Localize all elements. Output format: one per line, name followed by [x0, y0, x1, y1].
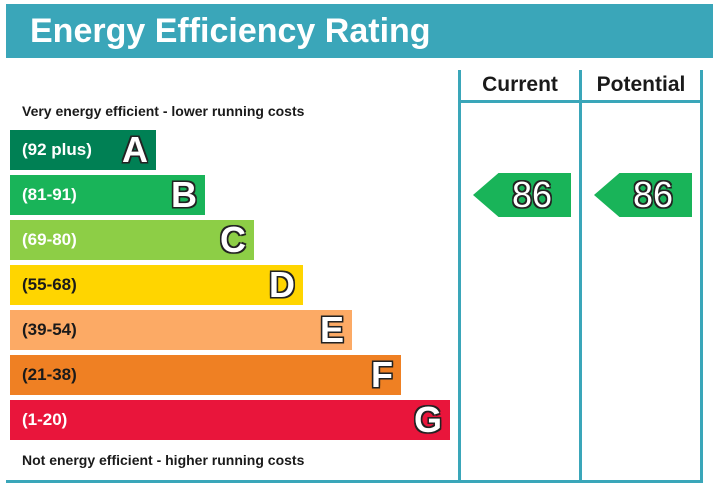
- potential-rating-value: 86: [632, 174, 674, 215]
- current-column-header: Current: [482, 73, 558, 96]
- potential-column-header: Potential: [596, 73, 686, 96]
- band-g-range: (1-20): [22, 410, 68, 429]
- band-b-letter: B: [171, 174, 197, 215]
- band-b-range: (81-91): [22, 185, 77, 204]
- potential-rating-arrow: 86: [594, 173, 692, 217]
- band-a: (92 plus) A: [10, 130, 156, 170]
- page-title: Energy Efficiency Rating: [30, 12, 431, 50]
- band-f-range: (21-38): [22, 365, 77, 384]
- current-rating-arrow: 86: [473, 173, 571, 217]
- top-caption: Very energy efficient - lower running co…: [22, 103, 305, 119]
- header-bar: Energy Efficiency Rating: [6, 4, 713, 58]
- band-c: (69-80) C: [10, 220, 254, 260]
- column-header-divider: [458, 100, 703, 103]
- bottom-caption: Not energy efficient - higher running co…: [22, 452, 305, 468]
- band-d-range: (55-68): [22, 275, 77, 294]
- band-c-letter: C: [220, 219, 246, 260]
- table-bottom-border: [6, 480, 703, 483]
- band-e-letter: E: [319, 309, 344, 350]
- band-a-letter: A: [122, 129, 148, 170]
- current-column-right-border: [579, 70, 582, 480]
- band-g: (1-20) G: [10, 400, 450, 440]
- band-a-range: (92 plus): [22, 140, 92, 159]
- band-f-letter: F: [371, 354, 393, 395]
- band-d-letter: D: [269, 264, 295, 305]
- band-g-letter: G: [413, 399, 442, 440]
- current-column-left-border: [458, 70, 461, 480]
- band-e-range: (39-54): [22, 320, 77, 339]
- potential-column-right-border: [700, 70, 703, 480]
- band-e: (39-54) E: [10, 310, 352, 350]
- band-c-range: (69-80): [22, 230, 77, 249]
- band-b: (81-91) B: [10, 175, 205, 215]
- current-rating-value: 86: [511, 174, 553, 215]
- band-d: (55-68) D: [10, 265, 303, 305]
- band-f: (21-38) F: [10, 355, 401, 395]
